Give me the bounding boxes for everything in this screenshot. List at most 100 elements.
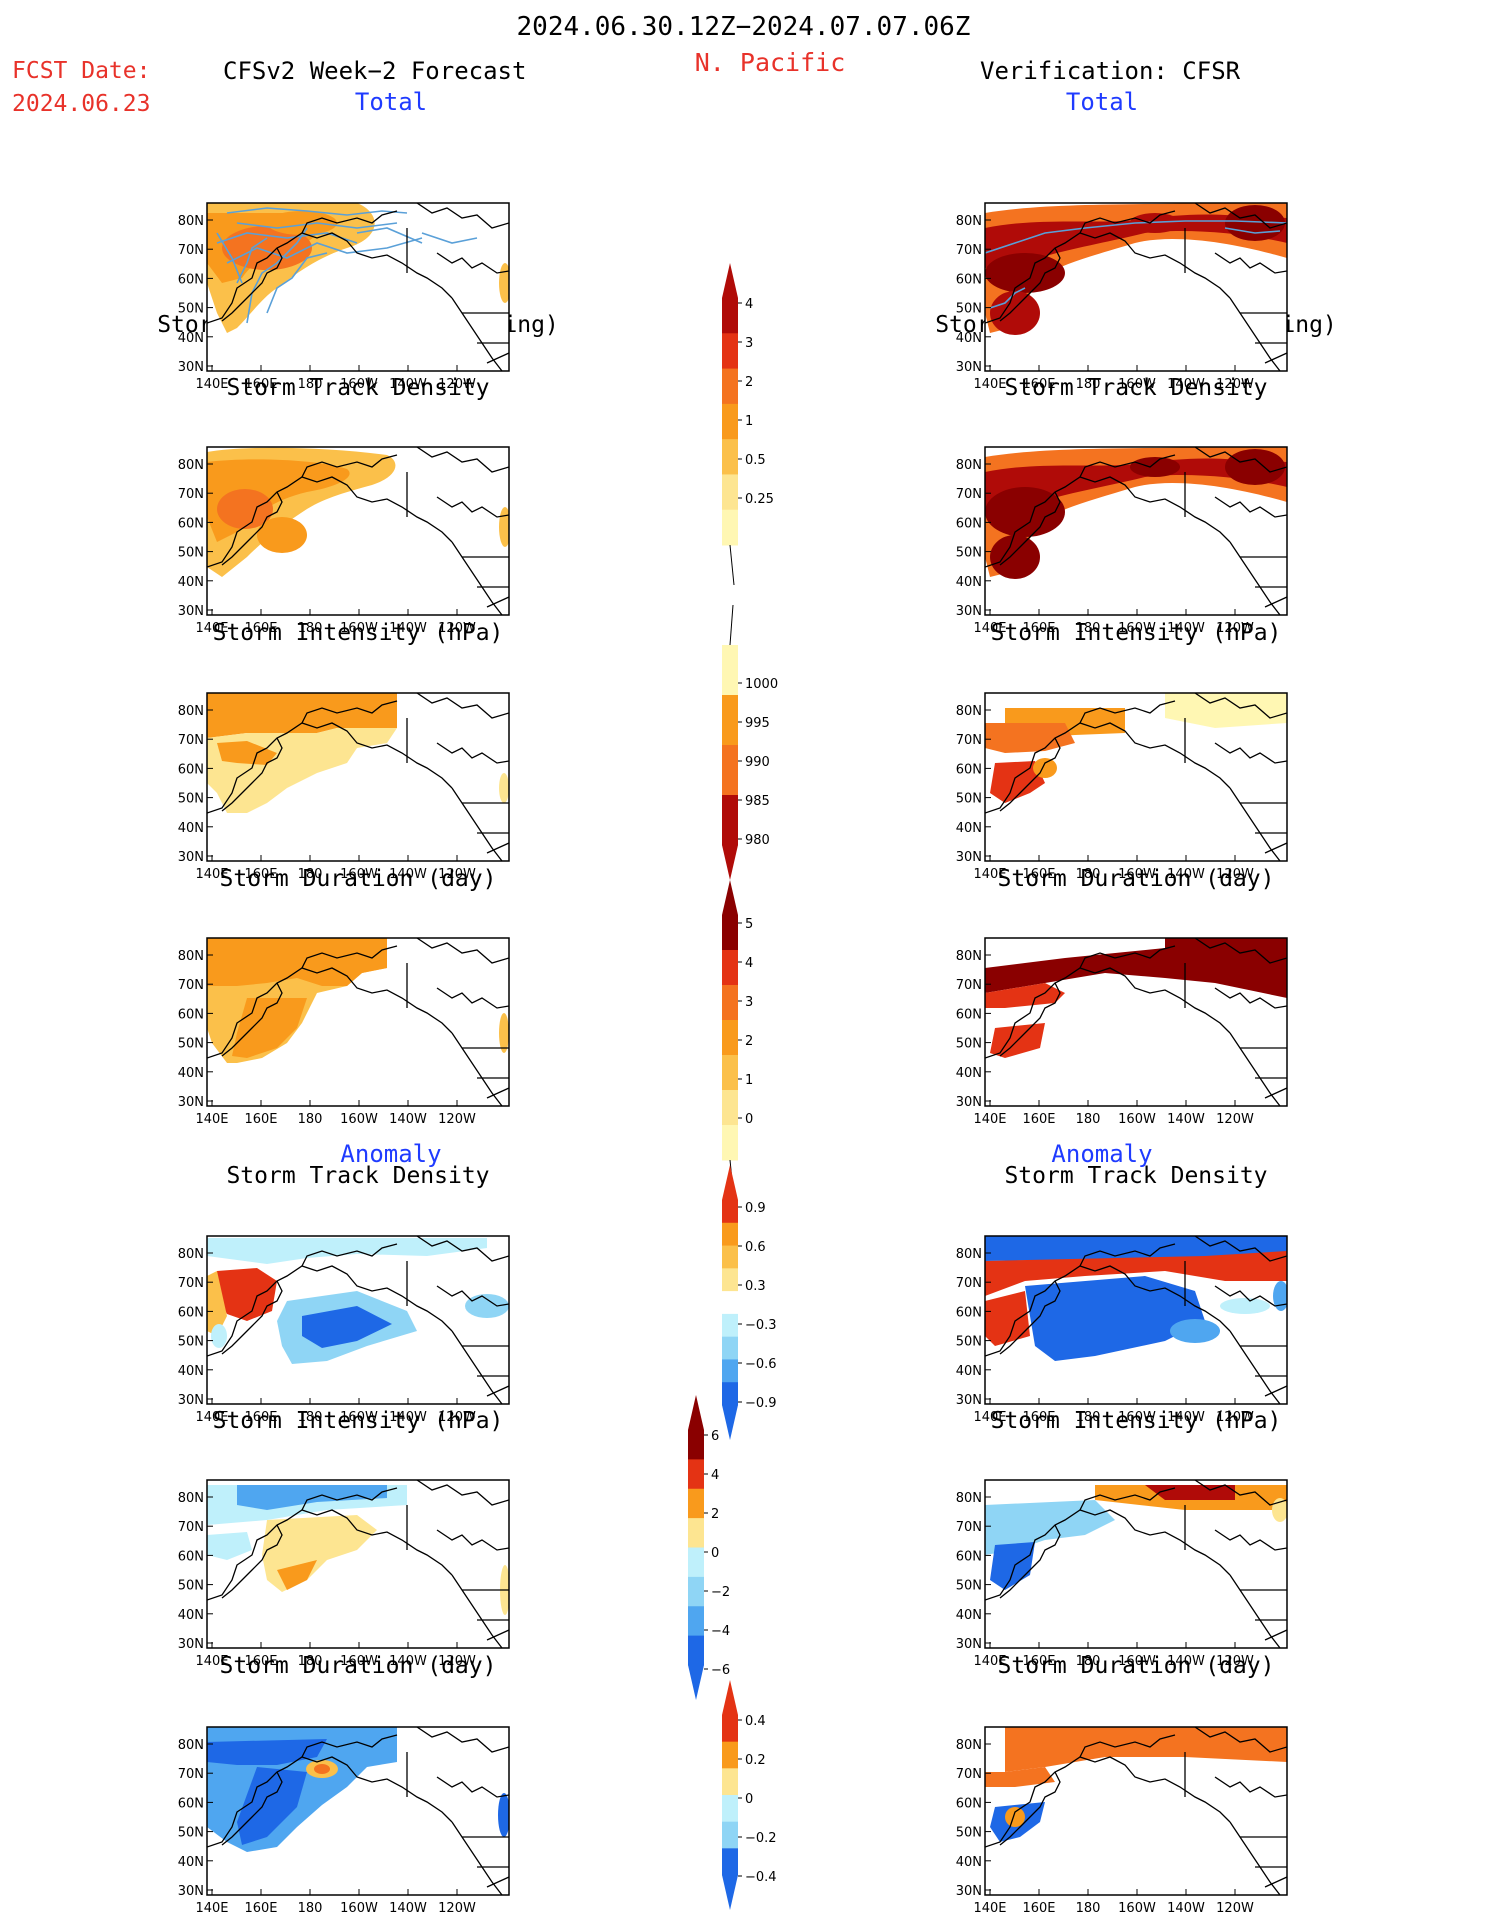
ytick-label: 30N [178, 850, 204, 865]
coastline [301, 454, 398, 478]
xtick-label: 120W [438, 1410, 476, 1425]
map-area [985, 1236, 1287, 1404]
coastline [301, 700, 398, 724]
ytick-label: 30N [956, 850, 982, 865]
xtick-label: 160E [1022, 1410, 1055, 1425]
coastline [486, 1629, 509, 1641]
map-panel-f-a-duration: Storm Duration (day) 80N 70N 60N 50N 40N 30N 14… [178, 1653, 510, 1916]
map-panel-v-a-intensity: Storm Intensity (hPa) 80N 70N 60N 50N 40N 30N 1… [956, 1408, 1288, 1669]
map-frame [984, 937, 1288, 1107]
shade-region [1165, 693, 1287, 728]
storm-track-line [236, 222, 398, 229]
shade-region [985, 1767, 1055, 1787]
map-panel-v-a-density: Storm Track Density 80N 70N 60N 50N 40N 30N 140… [956, 1163, 1288, 1425]
map-area [985, 938, 1287, 1106]
xtick-label: 160E [244, 621, 277, 636]
coastline [436, 496, 509, 518]
colorbar-swatch [722, 695, 738, 746]
colorbar-label: 0 [711, 1546, 719, 1561]
ytick-label: 50N [178, 546, 204, 561]
ytick-label: 50N [178, 1335, 204, 1350]
xtick-label: 120W [1216, 867, 1254, 882]
coastline [221, 491, 283, 566]
ytick-label: 40N [178, 1855, 204, 1870]
panel-title: Storm Intensity (hPa) [991, 1408, 1282, 1434]
colorbar-arrow-top [688, 1395, 704, 1430]
coastline [301, 945, 398, 969]
colorbar-label: 985 [745, 794, 770, 809]
ytick-label: 70N [956, 1276, 982, 1291]
ytick-label: 80N [956, 1247, 982, 1262]
xtick-label: 180 [1076, 621, 1101, 636]
coastline [486, 1876, 509, 1888]
right-column-title: Verification: CFSR [980, 57, 1241, 85]
xtick-label: 120W [1216, 621, 1254, 636]
panel-title: Storm Duration (day) [220, 866, 497, 892]
storm-track-line [266, 252, 328, 314]
xtick-label: 180 [298, 1410, 323, 1425]
colorbar-tail [729, 604, 734, 646]
shade-blob [985, 487, 1065, 537]
xtick-label: 140W [389, 1654, 427, 1669]
xtick-label: 120W [1216, 1410, 1254, 1425]
xtick-label: 160E [1022, 1901, 1055, 1916]
coastline [1194, 1236, 1287, 1262]
coastline [985, 967, 1231, 1059]
xtick-label: 120W [438, 377, 476, 392]
ytick-label: 60N [178, 1549, 204, 1564]
storm-track-line [236, 237, 268, 284]
xtick-label: 140W [389, 1410, 427, 1425]
ytick-label: 40N [178, 1364, 204, 1379]
colorbar-swatch [722, 1382, 738, 1406]
map-frame [984, 1235, 1288, 1405]
xtick-label: 140E [195, 1410, 228, 1425]
coastline [436, 1529, 509, 1551]
xtick-label: 120W [1216, 1112, 1254, 1127]
xtick-label: 160W [340, 1654, 378, 1669]
xtick-label: 140W [1167, 867, 1205, 882]
ytick-label: 80N [178, 949, 204, 964]
shade-region [985, 1251, 1287, 1296]
colorbar-swatch [722, 1090, 738, 1126]
coastline [207, 722, 453, 814]
ytick-label: 60N [178, 762, 204, 777]
panel-title: Storm Track Density [226, 375, 489, 401]
map-panel-f-a-intensity: Storm Intensity (hPa) 80N 70N 60N 50N 40N 30N 1… [178, 1408, 510, 1669]
ytick-label: 40N [956, 1066, 982, 1081]
ytick-label: 80N [178, 214, 204, 229]
ytick-label: 30N [178, 1095, 204, 1110]
ytick-label: 60N [956, 1796, 982, 1811]
left-column-title: CFSv2 Week−2 Forecast [223, 57, 527, 85]
colorbar-label: 0.3 [745, 1279, 766, 1294]
colorbar-swatch [722, 1848, 738, 1876]
shade-blob [1033, 758, 1057, 778]
xtick-label: 140W [389, 621, 427, 636]
ytick-label: 40N [178, 1608, 204, 1623]
colorbar-label: 1 [745, 414, 753, 429]
colorbar-label: 2 [711, 1507, 719, 1522]
ytick-label: 60N [956, 762, 982, 777]
shade-region [232, 998, 307, 1058]
xtick-label: 140E [973, 621, 1006, 636]
colorbar-swatch [688, 1459, 704, 1490]
coastline [999, 1771, 1061, 1846]
colorbar-swatch [722, 403, 738, 440]
colorbar-swatch [688, 1488, 704, 1519]
storm-track-line [1224, 227, 1281, 234]
colorbar-label: 0.4 [745, 1714, 766, 1729]
coastline [1079, 1487, 1176, 1511]
colorbar-swatch [722, 333, 738, 370]
colorbar-label: −0.6 [745, 1357, 777, 1372]
colorbar-tail [729, 544, 735, 586]
coastline [999, 491, 1061, 566]
xtick-label: 160W [340, 377, 378, 392]
shade-blob [465, 1294, 509, 1318]
map-frame [984, 202, 1288, 372]
ytick-label: 80N [956, 949, 982, 964]
coastline [1194, 938, 1287, 964]
shade-blob [499, 263, 509, 303]
xtick-label: 140E [973, 1654, 1006, 1669]
colorbar-label: −2 [711, 1585, 730, 1600]
ytick-label: 70N [178, 243, 204, 258]
map-panel-v-duration: Storm Duration (day) 80N 70N 60N 50N 40N 30N 14… [956, 866, 1288, 1127]
